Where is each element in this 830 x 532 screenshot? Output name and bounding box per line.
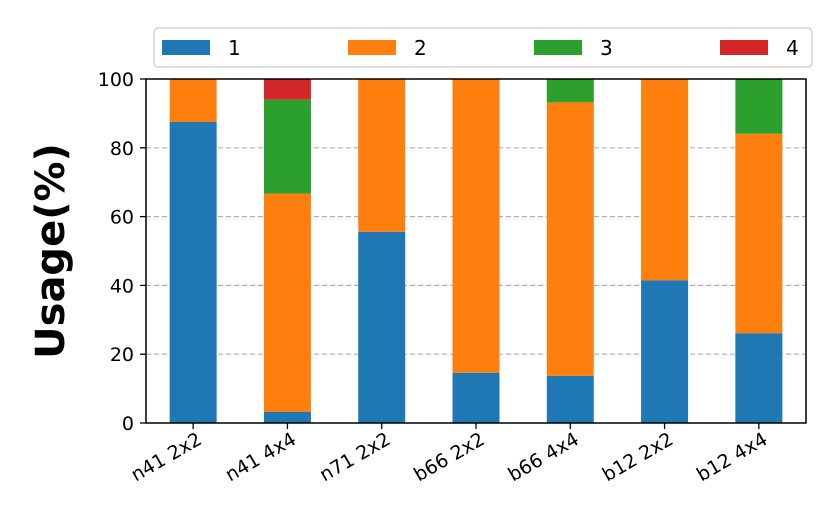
bar-n41-4x4-series-4: [263, 79, 311, 100]
y-tick-label-80: 80: [110, 138, 134, 160]
legend-swatch-4: [720, 40, 768, 55]
bar-b12-2x2-series-2: [641, 79, 689, 281]
legend-label-2: 2: [414, 36, 427, 60]
bar-b12-2x2-series-1: [641, 280, 689, 423]
bar-b66-4x4-series-3: [546, 79, 594, 103]
bar-n41-2x2-series-2: [169, 79, 217, 122]
legend-swatch-1: [162, 40, 210, 55]
legend-swatch-3: [534, 40, 582, 55]
bar-b12-4x4-series-2: [735, 133, 783, 334]
bar-b66-2x2-series-2: [452, 79, 500, 373]
x-tick-label-n41-4x4: n41 4x4: [222, 428, 300, 486]
bar-n41-4x4-series-3: [263, 99, 311, 194]
bar-b12-4x4-series-1: [735, 333, 783, 423]
bars: [169, 79, 783, 423]
legend-label-3: 3: [600, 36, 613, 60]
legend-box: [153, 27, 813, 68]
legend-label-1: 1: [228, 36, 241, 60]
x-tick-label-b12-2x2: b12 2x2: [599, 428, 677, 486]
bar-n71-2x2-series-2: [358, 79, 406, 232]
y-tick-label-0: 0: [122, 413, 134, 435]
x-tick-label-b66-4x4: b66 4x4: [504, 428, 582, 486]
bar-b66-4x4-series-2: [546, 102, 594, 376]
bar-n41-4x4-series-2: [263, 193, 311, 412]
y-axis-label: Usage(%): [28, 143, 74, 359]
bar-n41-2x2-series-1: [169, 122, 217, 423]
y-tick-label-40: 40: [110, 275, 134, 297]
bar-b12-4x4-series-3: [735, 79, 783, 134]
legend-label-4: 4: [786, 36, 799, 60]
bar-n41-4x4-series-1: [263, 411, 311, 423]
bar-n71-2x2-series-1: [358, 231, 406, 423]
x-tick-label-n71-2x2: n71 2x2: [316, 428, 394, 486]
x-tick-label-n41-2x2: n41 2x2: [127, 428, 205, 486]
x-axis: n41 2x2 n41 4x4 n71 2x2 b66 2x2 b66 4x4 b12 2…: [127, 423, 771, 486]
bar-b66-2x2-series-1: [452, 372, 500, 423]
y-tick-label-20: 20: [110, 344, 134, 366]
y-tick-label-60: 60: [110, 207, 134, 229]
legend-swatch-2: [348, 40, 396, 55]
x-tick-label-b66-2x2: b66 2x2: [410, 428, 488, 486]
legend: 1 2 3 4: [153, 27, 813, 68]
bar-b66-4x4-series-1: [546, 375, 594, 423]
y-tick-label-100: 100: [98, 69, 134, 91]
x-tick-label-b12-4x4: b12 4x4: [693, 428, 771, 486]
y-axis: 0 20 40 60 80 100: [98, 69, 146, 435]
